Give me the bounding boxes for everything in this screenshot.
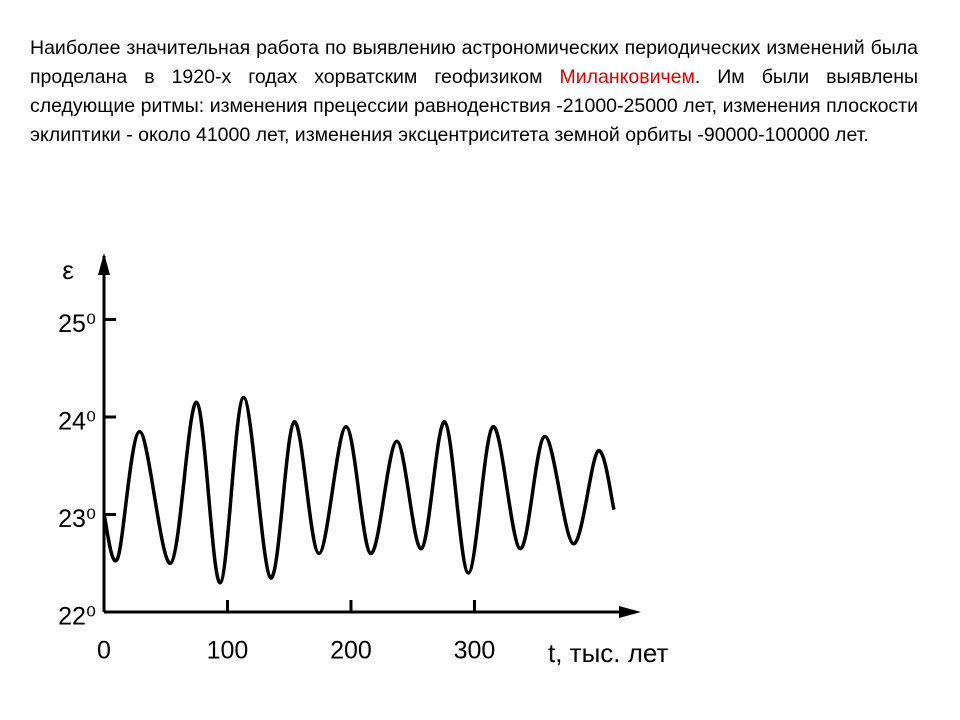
text: . Им были выявлены следующие ритмы: изме… [30, 66, 919, 146]
y-tick-label: 23⁰ [58, 505, 96, 533]
y-tick-label: 22⁰ [58, 603, 96, 631]
paragraph: Наиболее значительная работа по выявлени… [30, 34, 918, 150]
line [102, 395, 616, 585]
y-arrow [98, 253, 110, 275]
y-axis-label: ε [62, 255, 74, 285]
x-tick-label: 100 [207, 637, 249, 665]
x-arrow [619, 606, 641, 618]
x-axis-label: t, тыс. лет [548, 638, 668, 668]
y-tick-label: 24⁰ [58, 408, 96, 436]
x-tick-label: 200 [330, 637, 372, 665]
highlight: Миланковичем [559, 66, 695, 88]
x-tick-label: 300 [454, 637, 496, 665]
text: Наиболее значительная работа по выявлени… [30, 37, 918, 88]
x-tick-label: 0 [97, 637, 111, 665]
y-tick-label: 25⁰ [58, 310, 96, 338]
